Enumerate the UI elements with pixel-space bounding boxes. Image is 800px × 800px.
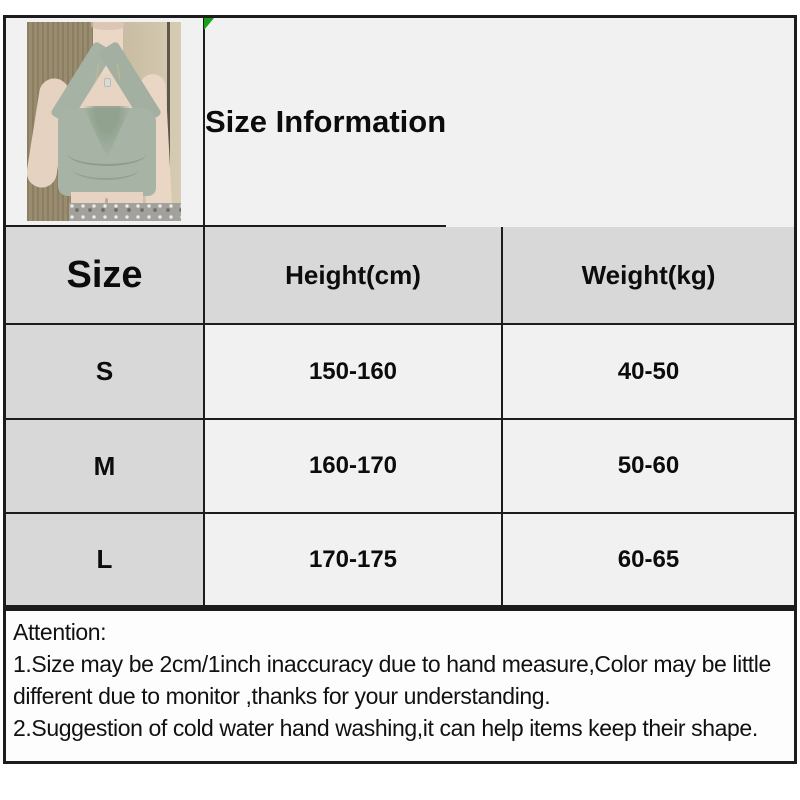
attention-line: 1.Size may be 2cm/1inch inaccuracy due t… bbox=[13, 651, 771, 677]
header-size: Size bbox=[6, 227, 205, 325]
green-corner-marker-icon bbox=[204, 18, 214, 30]
row-l-size: L bbox=[6, 514, 205, 605]
product-photo-cell bbox=[6, 18, 205, 227]
row-s-weight: 40-50 bbox=[503, 325, 794, 420]
model-chin-shadow bbox=[91, 22, 125, 30]
row-m-size: M bbox=[6, 420, 205, 514]
row-m-weight: 50-60 bbox=[503, 420, 794, 514]
fabric-fold bbox=[73, 158, 139, 180]
attention-line: different due to monitor ,thanks for you… bbox=[13, 683, 551, 709]
attention-line: 2.Suggestion of cold water hand washing,… bbox=[13, 715, 758, 741]
header-weight: Weight(kg) bbox=[503, 227, 794, 325]
table-row: M 160-170 50-60 bbox=[6, 420, 794, 514]
sequin-skirt bbox=[69, 203, 181, 221]
attention-box: Attention: 1.Size may be 2cm/1inch inacc… bbox=[3, 608, 797, 764]
row-s-height: 150-160 bbox=[205, 325, 503, 420]
photo-background-seam bbox=[167, 22, 171, 221]
title-row: Size Information bbox=[6, 18, 794, 227]
table-header-row: Size Height(cm) Weight(kg) bbox=[6, 227, 794, 325]
attention-heading: Attention: bbox=[13, 619, 107, 645]
model-navel bbox=[105, 198, 108, 204]
table-row: S 150-160 40-50 bbox=[6, 325, 794, 420]
product-photo bbox=[27, 22, 181, 221]
row-s-size: S bbox=[6, 325, 205, 420]
size-table: Size Information Size Height(cm) Weight(… bbox=[3, 15, 797, 608]
page-title: Size Information bbox=[205, 103, 447, 139]
title-cell: Size Information bbox=[205, 18, 447, 227]
necklace-pendant bbox=[104, 78, 111, 87]
table-row: L 170-175 60-65 bbox=[6, 514, 794, 605]
row-l-height: 170-175 bbox=[205, 514, 503, 605]
row-m-height: 160-170 bbox=[205, 420, 503, 514]
row-l-weight: 60-65 bbox=[503, 514, 794, 605]
header-height: Height(cm) bbox=[205, 227, 503, 325]
